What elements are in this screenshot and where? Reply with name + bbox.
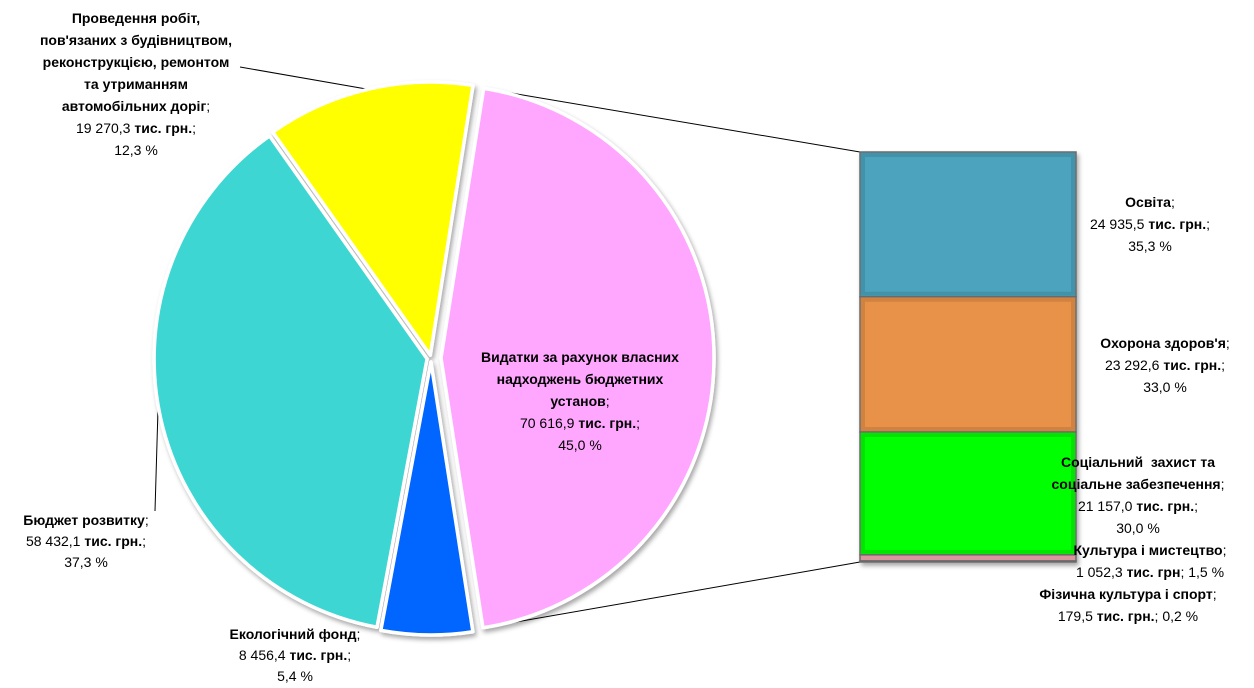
label-value: 179,5 (1057, 608, 1093, 624)
label-separator: ; (636, 415, 641, 431)
label-name-line: Фізична культура і спорт (1039, 586, 1213, 602)
label-separator: ; (605, 393, 610, 409)
series-line-top (483, 87, 861, 153)
data-label-education: Освіта; 24 935,5 тис. грн.; 35,3 % (1070, 191, 1230, 257)
label-value: 23 292,6 (1104, 357, 1160, 373)
pie-slice-own-revenue-spending (439, 86, 716, 630)
label-value: 8 456,4 (238, 647, 286, 663)
label-name-line: Охорона здоров'я (1100, 335, 1226, 351)
label-percent: 12,3 % (114, 142, 158, 158)
breakout-bar (859, 151, 1077, 563)
label-separator: ; (1170, 194, 1175, 210)
label-value: 24 935,5 (1089, 216, 1145, 232)
series-line-bottom (482, 561, 861, 629)
label-unit: тис. грн. (84, 533, 143, 549)
label-name-line: Соціальний захист та (1060, 454, 1216, 470)
label-separator: ; (1194, 498, 1199, 514)
data-label-ecological-fund: Екологічний фонд; 8 456,4 тис. грн.; 5,4… (195, 624, 395, 687)
label-separator: ; (1221, 357, 1226, 373)
label-unit: тис. грн. (1096, 608, 1155, 624)
data-label-culture-arts: Культура і мистецтво; 1 052,3 тис. грн; … (1055, 539, 1245, 583)
label-name-line: Проведення робіт, (71, 10, 201, 26)
label-separator: ; (1154, 608, 1159, 624)
label-name-line: Бюджет розвитку (23, 512, 145, 528)
label-separator: ; (356, 626, 361, 642)
label-separator: ; (1206, 216, 1211, 232)
series-lines (482, 87, 861, 629)
label-unit: тис. грн. (1148, 216, 1207, 232)
label-separator: ; (142, 533, 147, 549)
bar-segment-physical-culture-sport (859, 560, 1077, 563)
pie (152, 80, 716, 637)
label-percent: 0,2 % (1162, 608, 1199, 624)
label-name-line: пов'язаних з будівництвом, (39, 32, 233, 48)
data-label-social-protection: Соціальний захист та соціальне забезпече… (1033, 451, 1243, 539)
data-label-development-budget: Бюджет розвитку; 58 432,1 тис. грн.; 37,… (1, 510, 171, 573)
label-unit: тис. грн. (1163, 357, 1222, 373)
label-name-line: Видатки за рахунок власних (481, 349, 679, 365)
label-name-line: Культура і мистецтво (1073, 542, 1223, 558)
label-percent: 1,5 % (1188, 564, 1225, 580)
bar-segment-bevel (861, 297, 1075, 432)
label-unit: тис. грн (1126, 564, 1181, 580)
label-name-line: соціальне забезпечення (1051, 476, 1221, 492)
bar-segment-culture-arts (859, 554, 1077, 562)
data-label-own-revenue-spending: Видатки за рахунок власних надходжень бю… (465, 346, 695, 456)
label-name-line: надходжень бюджетних (496, 371, 664, 387)
pie-slice-ecological-fund (379, 360, 475, 637)
label-name-line: та утриманням (84, 76, 188, 92)
leader-lines (154, 66, 373, 512)
bar-segment-healthcare (859, 296, 1077, 433)
label-name-line: Екологічний фонд (229, 626, 357, 642)
data-label-road-works: Проведення робіт, пов'язаних з будівницт… (21, 7, 251, 161)
data-label-physical-culture-sport: Фізична культура і спорт; 179,5 тис. грн… (1023, 583, 1233, 627)
label-name-line: реконструкцією, ремонтом (42, 54, 230, 70)
label-percent: 37,3 % (64, 554, 108, 570)
label-name-line: Освіта (1125, 194, 1171, 210)
label-value: 70 616,9 (519, 415, 575, 431)
label-separator: ; (192, 120, 197, 136)
label-percent: 30,0 % (1116, 520, 1160, 536)
leader-line-road-works (239, 66, 373, 91)
label-unit: тис. грн. (578, 415, 637, 431)
label-separator: ; (1220, 476, 1225, 492)
label-value: 21 157,0 (1077, 498, 1133, 514)
label-separator: ; (1180, 564, 1185, 580)
label-unit: тис. грн. (1136, 498, 1195, 514)
label-separator: ; (1225, 335, 1230, 351)
label-unit: тис. грн. (134, 120, 193, 136)
data-label-healthcare: Охорона здоров'я; 23 292,6 тис. грн.; 33… (1080, 332, 1250, 398)
label-unit: тис. грн. (289, 647, 348, 663)
leader-line-development-budget (154, 408, 159, 512)
label-name-line: установ (550, 393, 606, 409)
label-separator: ; (206, 98, 211, 114)
label-value: 19 270,3 (75, 120, 131, 136)
pie-slice-road-works (271, 80, 475, 357)
label-value: 58 432,1 (25, 533, 81, 549)
bar-segment-bevel (861, 153, 1075, 296)
pie-slice-development-budget (152, 134, 429, 629)
label-percent: 35,3 % (1128, 238, 1172, 254)
label-separator: ; (1222, 542, 1227, 558)
label-value: 1 052,3 (1075, 564, 1123, 580)
label-separator: ; (347, 647, 352, 663)
bar-segment-education (859, 151, 1077, 298)
label-percent: 5,4 % (277, 668, 313, 684)
label-percent: 33,0 % (1143, 379, 1187, 395)
label-separator: ; (1212, 586, 1217, 602)
bar-segment-bevel (861, 433, 1075, 554)
label-name-line: автомобільних доріг (61, 98, 207, 114)
label-separator: ; (144, 512, 149, 528)
label-percent: 45,0 % (558, 437, 602, 453)
